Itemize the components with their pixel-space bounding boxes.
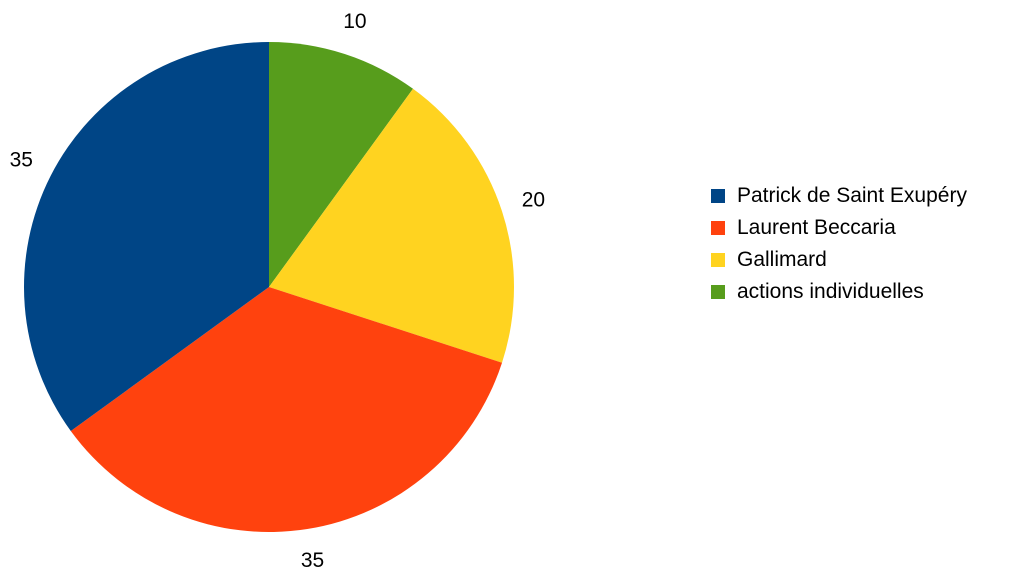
pie-slice-patrick-de-saint-exupery bbox=[23, 42, 269, 432]
pie-slice-actions-individuelles bbox=[269, 42, 414, 287]
legend-label: Laurent Beccaria bbox=[737, 216, 896, 239]
legend-item-gallimard: Gallimard bbox=[711, 244, 967, 276]
data-label-actions-individuelles: 10 bbox=[343, 10, 366, 33]
data-label-gallimard: 20 bbox=[522, 189, 545, 212]
pie-slices bbox=[23, 42, 515, 533]
pie-slice-gallimard bbox=[269, 88, 515, 363]
data-label-patrick-de-saint-exupery: 35 bbox=[10, 148, 33, 171]
legend: Patrick de Saint Exupéry Laurent Beccaria… bbox=[711, 180, 967, 308]
legend-label: Gallimard bbox=[737, 248, 827, 271]
legend-swatch bbox=[711, 221, 725, 235]
legend-item-laurent-beccaria: Laurent Beccaria bbox=[711, 212, 967, 244]
data-label-laurent-beccaria: 35 bbox=[301, 549, 324, 567]
legend-swatch bbox=[711, 189, 725, 203]
pie-data-labels: 10 20 35 35 bbox=[10, 10, 545, 572]
legend-label: Patrick de Saint Exupéry bbox=[737, 184, 967, 207]
legend-label: actions individuelles bbox=[737, 280, 924, 303]
legend-swatch bbox=[711, 253, 725, 267]
pie-slice-laurent-beccaria bbox=[70, 287, 503, 533]
legend-swatch bbox=[711, 285, 725, 299]
legend-item-actions-individuelles: actions individuelles bbox=[711, 276, 967, 308]
legend-item-patrick-de-saint-exupery: Patrick de Saint Exupéry bbox=[711, 180, 967, 212]
